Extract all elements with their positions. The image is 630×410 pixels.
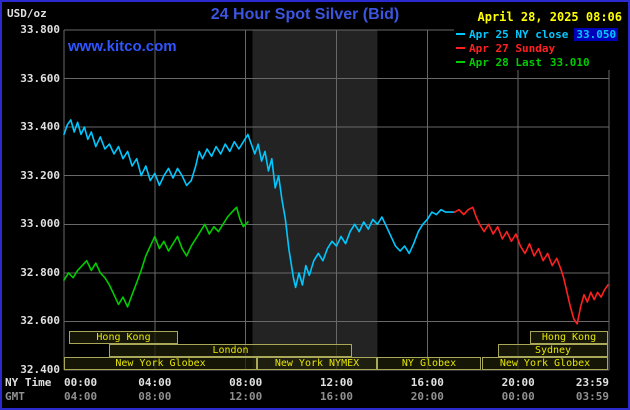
session-bar: New York NYMEX — [257, 357, 377, 370]
y-tick-label: 32.400 — [20, 363, 60, 376]
legend-label: Apr 28 Last — [469, 56, 542, 69]
y-tick-label: 33.800 — [20, 23, 60, 36]
x-tick-label-ny: 20:00 — [501, 376, 535, 389]
x-tick-label-gmt: 12:00 — [229, 390, 263, 403]
x-tick-label-ny: 08:00 — [229, 376, 263, 389]
session-bar: London — [109, 344, 352, 357]
legend-item: Apr 28 Last 33.010 — [454, 56, 621, 70]
x-tick-label-ny: 00:00 — [64, 376, 98, 389]
x-tick-label-gmt: 03:59 — [575, 390, 609, 403]
session-bar: Hong Kong — [530, 331, 608, 344]
y-tick-label: 32.800 — [20, 265, 60, 279]
gmt-axis-caption: GMT — [5, 390, 25, 403]
x-tick-label-ny: 12:00 — [319, 376, 354, 389]
price-line — [63, 206, 249, 308]
session-bar: Sydney — [498, 344, 608, 357]
datetime-stamp: April 28, 2025 08:06 — [477, 10, 623, 24]
x-tick-label-ny: 16:00 — [410, 376, 444, 389]
y-tick-label: 33.200 — [20, 168, 60, 182]
x-tick-label-ny: 23:59 — [575, 376, 609, 389]
y-tick-label: 33.000 — [20, 217, 60, 231]
session-bar: Hong Kong — [69, 331, 178, 344]
x-tick-label-gmt: 08:00 — [138, 390, 172, 403]
legend-item: Apr 25 NY close 33.050 — [454, 28, 621, 42]
legend-dash-icon — [456, 32, 465, 35]
price-line — [453, 206, 609, 325]
chart-title: 24 Hour Spot Silver (Bid) — [210, 6, 400, 23]
y-tick-label: 32.600 — [20, 314, 60, 328]
legend-label: Apr 25 NY close — [469, 28, 569, 41]
nymex-session-band — [252, 30, 378, 370]
legend-dash-icon — [456, 60, 465, 63]
kitco-watermark-link[interactable]: www.kitco.com — [68, 38, 177, 55]
legend-item: Apr 27 Sunday — [454, 42, 621, 56]
x-tick-label-gmt: 00:00 — [501, 390, 535, 403]
x-tick-label-gmt: 20:00 — [410, 390, 444, 403]
session-bar: New York Globex — [64, 357, 257, 370]
x-tick-label-gmt: 04:00 — [64, 390, 98, 403]
legend-value: 33.050 — [574, 28, 619, 41]
legend-value: 33.010 — [549, 56, 590, 69]
y-tick-label: 33.600 — [20, 71, 60, 85]
legend-dash-icon — [456, 46, 465, 49]
y-tick-label: 33.400 — [20, 120, 60, 134]
x-tick-label-ny: 04:00 — [138, 376, 172, 389]
ny-time-axis-caption: NY Time — [5, 376, 52, 389]
session-bar: New York Globex — [482, 357, 608, 370]
x-tick-label-gmt: 16:00 — [319, 390, 354, 403]
session-bar: NY Globex — [377, 357, 481, 370]
price-line — [63, 119, 456, 289]
chart-legend: Apr 25 NY close 33.050 Apr 27 Sunday Apr 28… — [454, 28, 621, 70]
legend-label: Apr 27 Sunday — [469, 42, 556, 55]
unit-label: USD/oz — [7, 7, 47, 20]
